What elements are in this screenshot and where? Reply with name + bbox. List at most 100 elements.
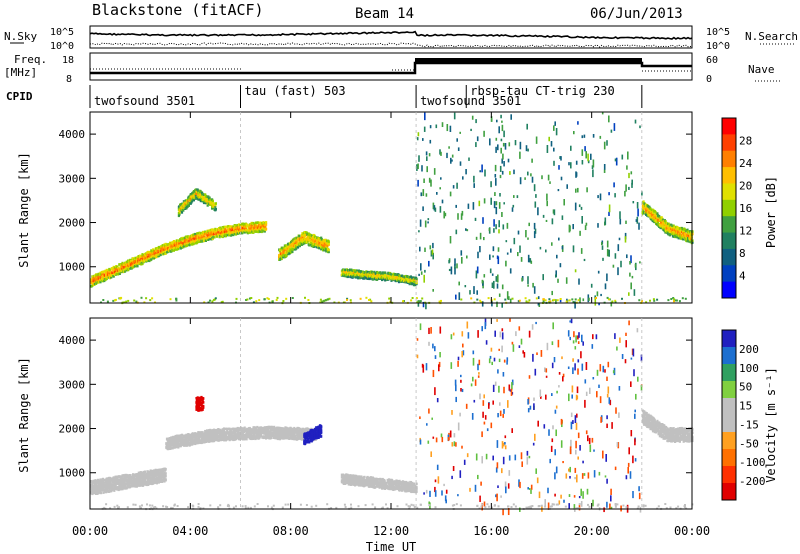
heatmap-cell [607, 298, 610, 301]
heatmap-cell [519, 177, 522, 185]
heatmap-cell [108, 478, 111, 482]
heatmap-cell [478, 200, 481, 207]
heatmap-cell [585, 151, 587, 159]
heatmap-cell [446, 152, 448, 159]
heatmap-cell [355, 476, 359, 479]
heatmap-cell [645, 203, 648, 207]
heatmap-cell [150, 480, 153, 484]
cpid-segment-label: twofsound 3501 [420, 94, 521, 108]
heatmap-cell [460, 250, 463, 256]
heatmap-cell [496, 283, 499, 289]
heatmap-cell [230, 432, 233, 435]
heatmap-cell [305, 231, 308, 235]
heatmap-cell [555, 299, 557, 304]
heatmap-cell [551, 242, 553, 246]
heatmap-cell [140, 475, 143, 479]
heatmap-cell [239, 223, 242, 227]
heatmap-cell [119, 266, 122, 269]
heatmap-cell [172, 441, 175, 445]
heatmap-cell [305, 428, 308, 432]
heatmap-cell [209, 438, 212, 441]
heatmap-cell [495, 224, 497, 230]
heatmap-cell [649, 213, 652, 217]
heatmap-cell [194, 232, 197, 236]
heatmap-cell [449, 191, 452, 197]
heatmap-cell [251, 431, 254, 434]
heatmap-cell [357, 273, 360, 277]
heatmap-cell [495, 206, 498, 215]
heatmap-cell [201, 199, 204, 203]
heatmap-cell [520, 257, 523, 262]
heatmap-cell [221, 428, 224, 431]
heatmap-cell [115, 477, 118, 481]
heatmap-cell [429, 139, 432, 144]
heatmap-cell [425, 193, 428, 197]
heatmap-cell [491, 300, 493, 307]
heatmap-cell [617, 267, 619, 276]
heatmap-cell [108, 476, 111, 480]
heatmap-cell [117, 272, 120, 276]
heatmap-cell [538, 302, 541, 308]
beam-title: Beam 14 [355, 6, 414, 22]
heatmap-cell [620, 260, 622, 268]
heatmap-cell [199, 406, 202, 410]
heatmap-cell [347, 275, 350, 278]
heatmap-cell [670, 228, 673, 232]
heatmap-cell [129, 261, 132, 265]
heatmap-cell [476, 298, 479, 301]
heatmap-cell [625, 184, 627, 192]
heatmap-cell [555, 128, 558, 136]
heatmap-cell [159, 253, 162, 257]
heatmap-cell [91, 481, 94, 484]
heatmap-cell [246, 223, 249, 227]
heatmap-cell [148, 476, 151, 480]
heatmap-cell [219, 226, 222, 230]
heatmap-cell [219, 234, 222, 237]
heatmap-cell [439, 149, 441, 155]
heatmap-cell [196, 238, 199, 241]
heatmap-cell [283, 429, 286, 432]
heatmap-cell [263, 230, 266, 233]
heatmap-cell [252, 301, 255, 304]
heatmap-cell [667, 222, 670, 226]
heatmap-cell [214, 208, 217, 211]
heatmap-cell [341, 479, 344, 483]
heatmap-cell [132, 265, 135, 269]
heatmap-cell [171, 446, 174, 450]
heatmap-cell [601, 245, 604, 250]
heatmap-cell [201, 192, 204, 196]
heatmap-cell [142, 254, 145, 257]
heatmap-cell [265, 430, 268, 434]
heatmap-cell [184, 240, 187, 244]
heatmap-cell [433, 205, 436, 211]
heatmap-cell [669, 233, 672, 236]
heatmap-cell [673, 300, 675, 303]
heatmap-cell [310, 238, 313, 241]
heatmap-cell [405, 280, 408, 284]
heatmap-cell [112, 265, 115, 269]
heatmap-cell [614, 193, 616, 198]
heatmap-cell [626, 165, 628, 170]
heatmap-cell [202, 239, 206, 243]
heatmap-cell [222, 438, 226, 442]
heatmap-cell [91, 284, 94, 287]
heatmap-cell [233, 227, 236, 231]
heatmap-cell [574, 202, 577, 211]
heatmap-cell [390, 279, 393, 282]
heatmap-cell [210, 234, 213, 238]
heatmap-cell [653, 220, 656, 224]
heatmap-cell [135, 300, 138, 303]
heatmap-cell [575, 188, 577, 193]
heatmap-cell [187, 433, 190, 436]
heatmap-cell [120, 487, 123, 491]
heatmap-cell [566, 184, 568, 189]
heatmap-cell [111, 267, 114, 270]
heatmap-cell [149, 299, 152, 302]
heatmap-cell [164, 244, 167, 247]
heatmap-cell [320, 245, 323, 249]
nsearch-label: N.Search [745, 30, 798, 43]
heatmap-cell [345, 270, 349, 274]
heatmap-cell [104, 278, 107, 282]
heatmap-cell [127, 482, 130, 486]
heatmap-cell [591, 165, 594, 169]
